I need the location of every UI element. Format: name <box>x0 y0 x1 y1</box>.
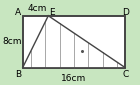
Bar <box>23 16 125 68</box>
Text: 4cm: 4cm <box>28 4 47 13</box>
Text: C: C <box>123 70 129 79</box>
Text: A: A <box>15 8 21 17</box>
Bar <box>23 16 125 68</box>
Polygon shape <box>23 16 125 68</box>
Text: 16cm: 16cm <box>61 74 87 83</box>
Text: D: D <box>122 8 129 17</box>
Text: 8cm: 8cm <box>2 37 22 46</box>
Text: B: B <box>15 70 21 79</box>
Text: E: E <box>50 8 55 17</box>
